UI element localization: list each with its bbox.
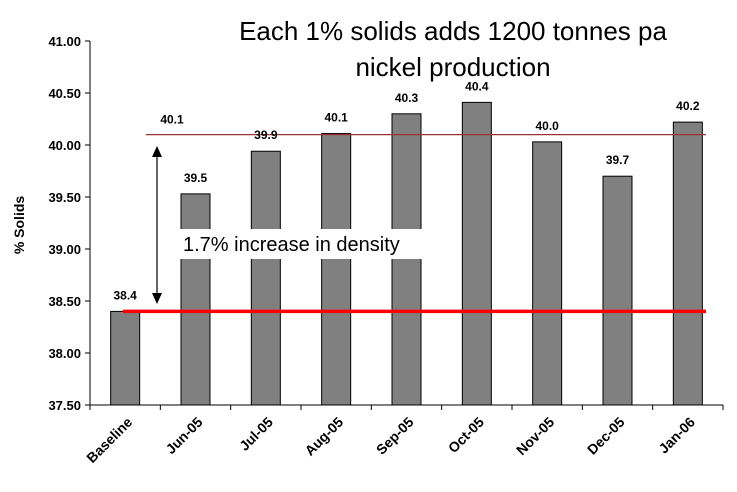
y-axis-label: % Solids [11,196,27,255]
x-tick-label: Nov-05 [513,414,557,458]
data-label: 39.7 [606,153,630,167]
arrow-down-icon [152,293,162,304]
bar [602,175,633,406]
chart-title-line-2: nickel production [355,52,550,82]
data-label: 40.0 [535,119,559,133]
bar [321,133,352,406]
reference-lines: 40.1 [123,113,706,314]
bar [110,310,141,406]
y-tick-label: 39.00 [48,242,81,257]
x-tick-label: Jun-05 [162,414,205,457]
annotation-background [177,229,443,259]
data-label: 40.3 [395,91,419,105]
bar [672,121,703,406]
x-tick-label: Oct-05 [445,414,487,456]
x-tick-label: Aug-05 [301,414,346,459]
data-label: 39.9 [254,128,278,142]
y-tick-label: 40.00 [48,138,81,153]
bar [180,193,211,406]
y-tick-label: 39.50 [48,190,81,205]
x-tick-label: Jan-06 [655,414,698,457]
x-tick-label: Sep-05 [373,414,417,458]
data-label: 40.2 [676,99,700,113]
x-tick-label: Baseline [83,414,135,466]
bar [250,150,281,406]
double-arrow [152,146,162,304]
x-axis-ticks: Baseline Jun-05 Jul-05 Aug-05 Sep-05 Oct-05 No… [83,405,724,466]
y-tick-label: 40.50 [48,86,81,101]
x-tick-label: Jul-05 [236,414,276,454]
data-label: 40.4 [465,79,489,93]
bar [391,113,422,406]
y-axis-ticks: 37.50 38.00 38.50 39.00 39.50 40.00 40.50 41.00 [48,34,90,413]
arrow-up-icon [152,146,162,157]
y-tick-label: 38.00 [48,346,81,361]
data-labels: 38.4 39.5 39.9 40.1 40.3 40.4 40.0 39.7 40.2 [113,79,699,302]
annotation-text: 1.7% increase in density [183,234,400,256]
data-label: 38.4 [113,288,137,302]
bar [532,141,563,406]
x-tick-label: Dec-05 [584,414,628,458]
data-label: 39.5 [184,171,208,185]
chart-title: Each 1% solids adds 1200 tonnes pa nicke… [239,16,667,82]
data-label: 40.1 [324,111,348,125]
y-tick-label: 38.50 [48,294,81,309]
chart-title-line-1: Each 1% solids adds 1200 tonnes pa [239,16,667,46]
bar [461,101,492,406]
y-tick-label: 37.50 [48,398,81,413]
reference-line-label: 40.1 [160,113,184,127]
y-tick-label: 41.00 [48,34,81,49]
